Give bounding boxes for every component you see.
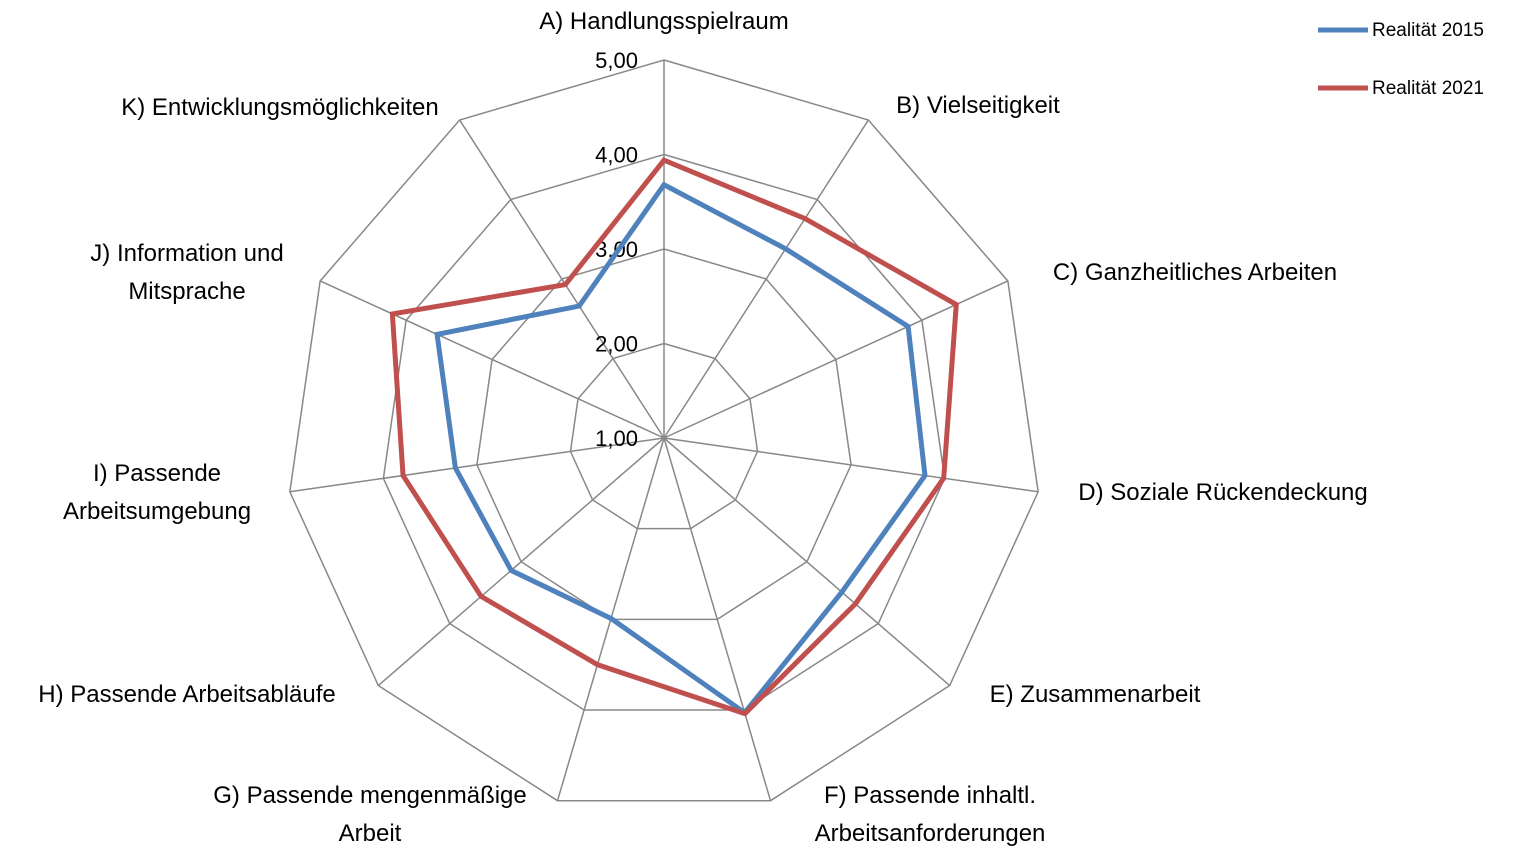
- spoke: [459, 119, 665, 439]
- r-tick-label: 2,00: [595, 331, 638, 356]
- spoke: [319, 280, 665, 439]
- category-label: K) Entwicklungsmöglichkeiten: [121, 94, 439, 121]
- category-label: A) Handlungsspielraum: [539, 8, 789, 35]
- legend-label: Realität 2021: [1372, 78, 1484, 99]
- r-tick-label: 1,00: [595, 426, 638, 451]
- grid-ring: [569, 342, 759, 530]
- grid-ring: [476, 248, 852, 621]
- spoke: [663, 119, 869, 439]
- spoke: [289, 437, 665, 493]
- grid-ring: [382, 153, 946, 711]
- category-label: G) Passende mengenmäßige Arbeit: [213, 782, 527, 847]
- spoke: [663, 437, 951, 687]
- category-label: C) Ganzheitliches Arbeiten: [1052, 259, 1338, 286]
- category-label: F) Passende inhaltl. Arbeitsanforderunge…: [814, 782, 1046, 847]
- category-label: I) Passende Arbeitsumgebung: [62, 460, 252, 525]
- series-line: [434, 181, 928, 717]
- category-label: J) Information und Mitsprache: [90, 240, 284, 305]
- category-label: D) Soziale Rückendeckung: [1078, 479, 1368, 506]
- spoke: [663, 280, 1009, 439]
- spoke: [663, 437, 772, 801]
- spoke: [663, 437, 1039, 493]
- r-tick-label: 4,00: [595, 142, 638, 167]
- grid-ring: [289, 59, 1039, 802]
- category-label: B) Vielseitigkeit: [896, 92, 1060, 119]
- category-label: E) Zusammenarbeit: [989, 681, 1201, 708]
- legend-label: Realität 2015: [1372, 20, 1484, 41]
- spoke: [377, 437, 665, 687]
- series-line: [389, 157, 959, 717]
- category-label: H) Passende Arbeitsabläufe: [38, 681, 336, 708]
- r-tick-label: 5,00: [595, 48, 638, 73]
